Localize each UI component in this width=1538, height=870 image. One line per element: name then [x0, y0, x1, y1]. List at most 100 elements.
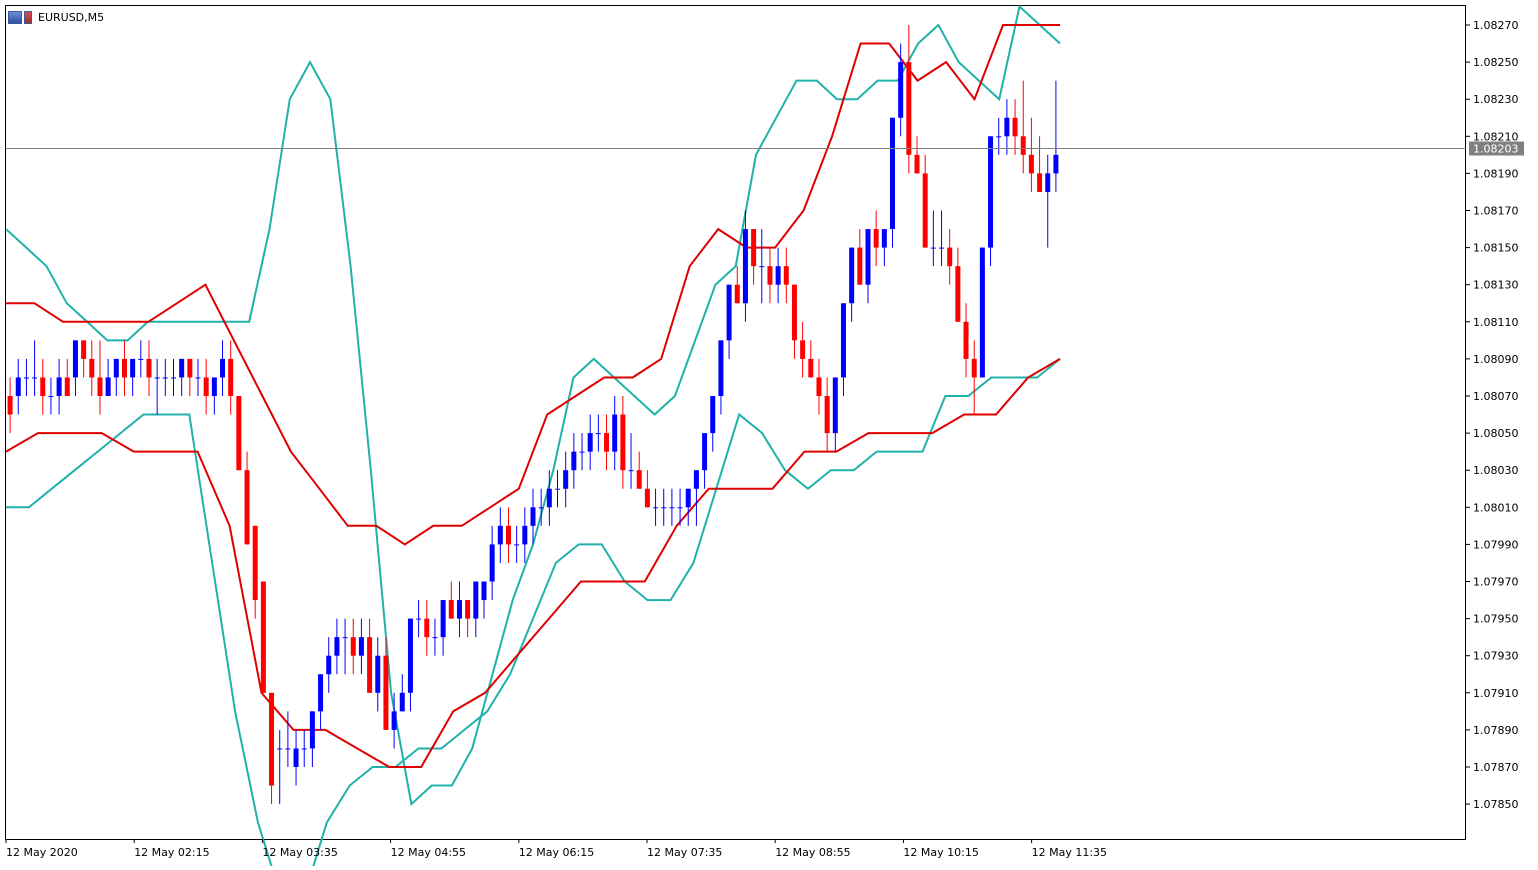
candle-body [56, 377, 62, 396]
price-tick-label: 1.07990 [1473, 538, 1519, 551]
candle-body [211, 377, 217, 396]
candle-body [89, 358, 95, 378]
candle-body [873, 229, 879, 248]
candle-body [1045, 173, 1051, 192]
candle-body [514, 544, 520, 546]
candle-body [947, 247, 953, 267]
candle-body [97, 377, 103, 396]
candle-body [358, 637, 364, 656]
candle-body [742, 229, 748, 304]
candle-body [350, 637, 356, 656]
candle-body [832, 377, 838, 434]
candle-body [391, 711, 397, 730]
bb-red-lower-line [5, 358, 1061, 768]
candle-body [334, 637, 340, 656]
candle-body [726, 284, 732, 341]
price-tick-label: 1.08250 [1473, 56, 1519, 69]
chart-window-icon[interactable] [8, 10, 22, 24]
price-tick-label: 1.07910 [1473, 687, 1519, 700]
candle-body [424, 618, 430, 638]
candle-body [579, 451, 585, 453]
candle-body [996, 136, 1002, 138]
price-tick-label: 1.08270 [1473, 19, 1519, 32]
symbol-header: EURUSD,M5 [8, 9, 104, 25]
time-tick-label: 12 May 08:55 [775, 846, 850, 859]
candle-body [342, 637, 348, 639]
candle-body [301, 748, 307, 750]
candle-body [187, 358, 193, 378]
bb-red-upper-line [6, 24, 1060, 546]
candle-body [718, 340, 724, 396]
candle-body [260, 581, 266, 693]
candle-body [595, 433, 601, 435]
price-tick-label: 1.07850 [1473, 798, 1519, 811]
candle-body [293, 748, 299, 767]
candle-body [571, 451, 577, 471]
price-tick-label: 1.08090 [1473, 353, 1519, 366]
candle-body [81, 340, 87, 359]
bb-teal-lower-line [6, 358, 1061, 870]
candle-body [48, 396, 54, 397]
price-tick-label: 1.07890 [1473, 724, 1519, 737]
candle-body [416, 618, 422, 620]
candle-body [170, 377, 176, 379]
candle-body [383, 655, 389, 730]
time-tick-label: 12 May 04:55 [391, 846, 466, 859]
time-tick-label: 12 May 10:15 [903, 846, 978, 859]
candle-body [440, 600, 446, 638]
time-tick-label: 12 May 03:35 [262, 846, 337, 859]
candle-body [644, 488, 650, 508]
candle-body [64, 377, 70, 396]
candle-body [489, 544, 495, 582]
price-tick-label: 1.08010 [1473, 501, 1519, 514]
candle-body [113, 358, 119, 378]
candle-body [72, 340, 78, 378]
candle-body [816, 377, 822, 396]
price-tick-label: 1.07950 [1473, 613, 1519, 626]
candle-body [1028, 154, 1034, 174]
candle-body [497, 525, 503, 545]
candle-body [269, 692, 275, 786]
candle-body [988, 136, 994, 248]
candle-body [7, 396, 13, 415]
candle-body [587, 433, 593, 452]
price-tick-label: 1.08210 [1473, 130, 1519, 143]
price-tick-label: 1.08190 [1473, 167, 1519, 180]
candle-body [448, 600, 454, 619]
time-tick-label: 12 May 11:35 [1032, 846, 1107, 859]
candle-body [220, 358, 226, 378]
current-price-label: 1.08203 [1473, 143, 1519, 156]
symbol-label: EURUSD,M5 [38, 10, 105, 24]
candle-body [277, 748, 283, 750]
candle-body [971, 358, 977, 378]
candle-body [914, 154, 920, 174]
candle-body [1012, 117, 1018, 137]
candle-body [154, 377, 160, 379]
candle-body [146, 358, 152, 378]
candle-body [432, 637, 438, 639]
candle-body [881, 229, 887, 248]
candle-body [121, 358, 127, 378]
time-tick-label: 12 May 06:15 [519, 846, 594, 859]
candle-body [620, 414, 626, 471]
candle-body [865, 229, 871, 285]
candle-body [1037, 173, 1043, 192]
chart-menu-icon[interactable] [24, 10, 32, 24]
price-tick-label: 1.08030 [1473, 464, 1519, 477]
price-tick-label: 1.08050 [1473, 427, 1519, 440]
time-tick-label: 12 May 07:35 [647, 846, 722, 859]
candle-body [979, 247, 985, 378]
current-price-tag [1469, 141, 1524, 156]
candle-body [105, 377, 111, 396]
candle-body [898, 62, 904, 118]
candle-body [604, 433, 610, 452]
candle-body [555, 488, 561, 490]
time-tick-label: 12 May 02:15 [134, 846, 209, 859]
candle-body [522, 525, 528, 545]
price-tick-label: 1.08170 [1473, 205, 1519, 218]
candle-body [32, 377, 38, 379]
candle-body [399, 692, 405, 712]
candle-body [906, 62, 912, 155]
